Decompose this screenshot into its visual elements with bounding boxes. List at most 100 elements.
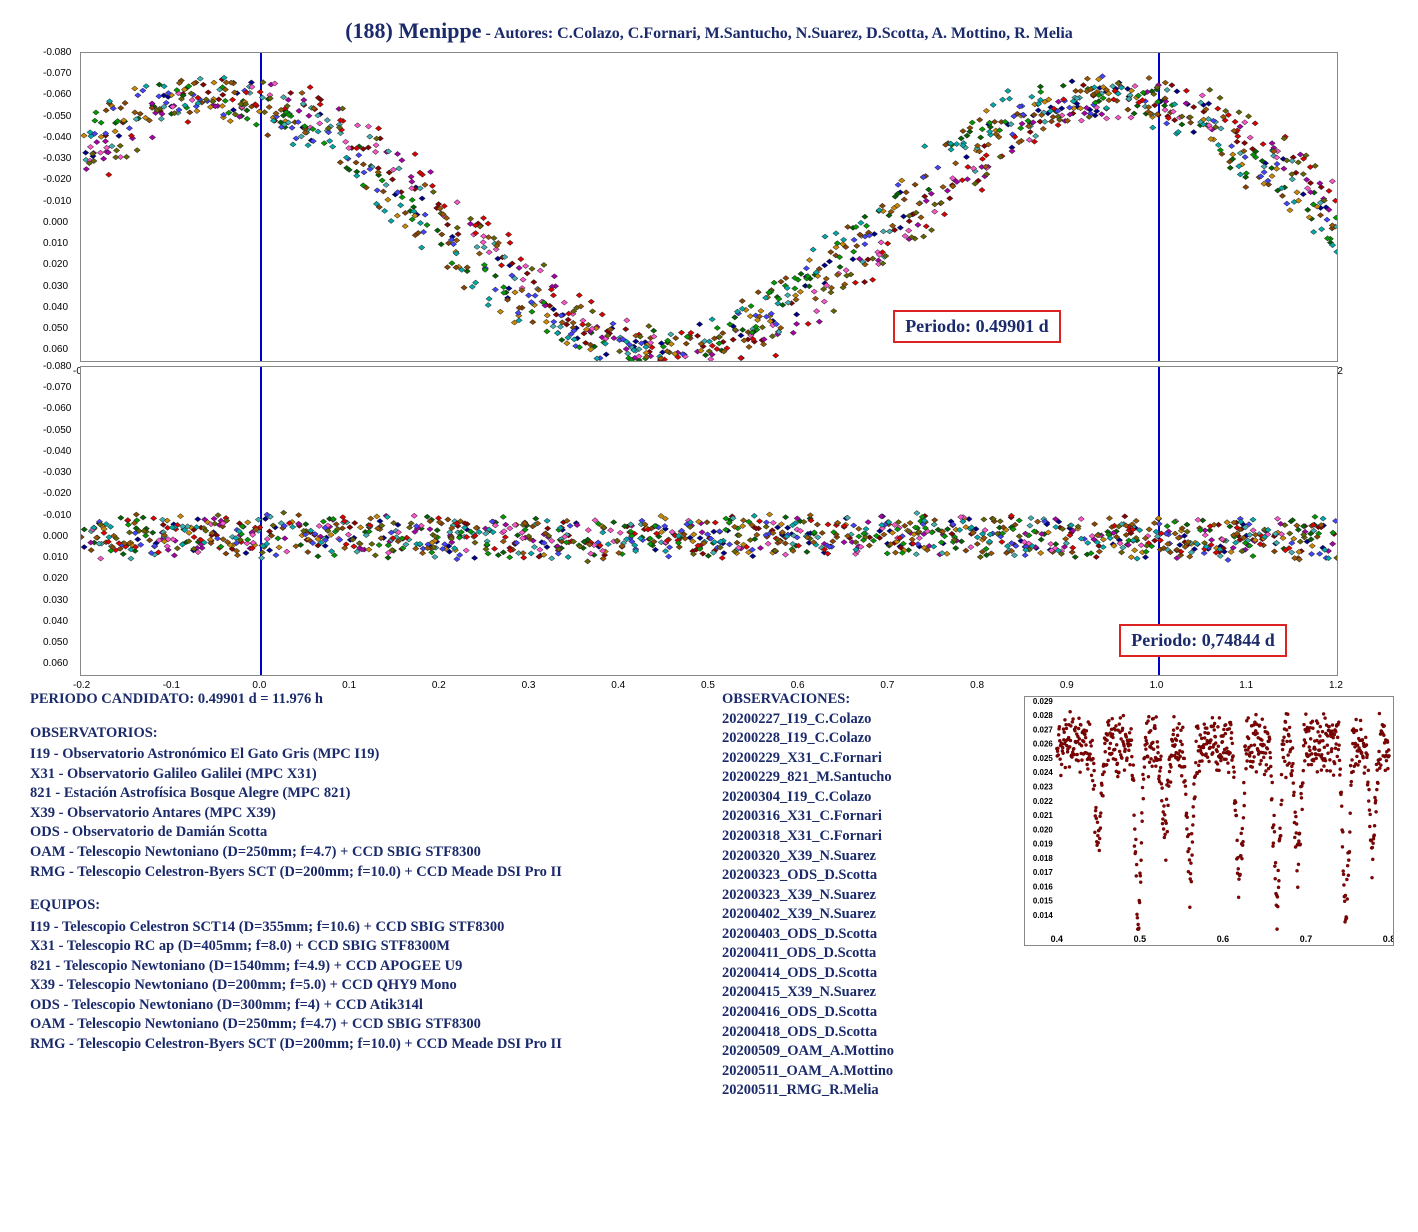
svg-text:0.019: 0.019 xyxy=(1033,840,1053,849)
list-item: X31 - Telescopio RC ap (D=405mm; f=8.0) … xyxy=(30,937,710,957)
list-item: I19 - Telescopio Celestron SCT14 (D=355m… xyxy=(30,918,710,938)
list-item: ODS - Telescopio Newtoniano (D=300mm; f=… xyxy=(30,996,710,1016)
y-tick-label: -0.040 xyxy=(43,446,71,457)
y-tick-label: -0.050 xyxy=(43,425,71,436)
x-tick-label: 0.4 xyxy=(611,680,625,691)
list-item: 20200403_ODS_D.Scotta xyxy=(722,925,1012,945)
svg-text:0.024: 0.024 xyxy=(1033,768,1053,777)
x-tick-label: 0.0 xyxy=(252,680,266,691)
y-tick-label: 0.060 xyxy=(43,344,68,355)
x-tick-label: 0.1 xyxy=(342,680,356,691)
x-tick-label: 1.2 xyxy=(1329,680,1343,691)
list-item: 20200316_X31_C.Fornari xyxy=(722,807,1012,827)
list-item: 20200227_I19_C.Colazo xyxy=(722,710,1012,730)
periodogram-svg: 0.0140.0150.0160.0170.0180.0190.0200.021… xyxy=(1025,697,1393,945)
svg-text:0.027: 0.027 xyxy=(1033,725,1053,734)
svg-text:0.015: 0.015 xyxy=(1033,897,1053,906)
equipos-list: I19 - Telescopio Celestron SCT14 (D=355m… xyxy=(30,918,710,1055)
svg-text:0.028: 0.028 xyxy=(1033,711,1053,720)
x-tick-label: 0.8 xyxy=(970,680,984,691)
list-item: 20200320_X39_N.Suarez xyxy=(722,847,1012,867)
y-tick-label: -0.010 xyxy=(43,196,71,207)
svg-text:0.8: 0.8 xyxy=(1383,934,1393,944)
list-item: RMG - Telescopio Celestron-Byers SCT (D=… xyxy=(30,1035,710,1055)
list-item: 20200318_X31_C.Fornari xyxy=(722,827,1012,847)
equipos-head: EQUIPOS: xyxy=(30,896,710,916)
info-left-column: PERIODO CANDIDATO: 0.49901 d = 11.976 h … xyxy=(30,690,710,1055)
x-tick-label: 0.7 xyxy=(880,680,894,691)
list-item: OAM - Telescopio Newtoniano (D=250mm; f=… xyxy=(30,843,710,863)
svg-text:0.016: 0.016 xyxy=(1033,882,1053,891)
list-item: 20200323_ODS_D.Scotta xyxy=(722,866,1012,886)
x-tick-label: -0.1 xyxy=(163,680,180,691)
observatorios-head: OBSERVATORIOS: xyxy=(30,724,710,744)
svg-text:0.6: 0.6 xyxy=(1217,934,1229,944)
y-tick-label: 0.020 xyxy=(43,573,68,584)
x-tick-label: 0.5 xyxy=(701,680,715,691)
svg-text:0.5: 0.5 xyxy=(1134,934,1146,944)
y-tick-label: 0.000 xyxy=(43,217,68,228)
title-authors: - Autores: C.Colazo, C.Fornari, M.Santuc… xyxy=(485,25,1072,42)
y-tick-label: 0.000 xyxy=(43,531,68,542)
list-item: RMG - Telescopio Celestron-Byers SCT (D=… xyxy=(30,863,710,883)
y-tick-label: -0.050 xyxy=(43,111,71,122)
list-item: 20200228_I19_C.Colazo xyxy=(722,729,1012,749)
list-item: ODS - Observatorio de Damián Scotta xyxy=(30,823,710,843)
scatter-svg xyxy=(81,53,1337,361)
list-item: OAM - Telescopio Newtoniano (D=250mm; f=… xyxy=(30,1015,710,1035)
y-tick-label: -0.040 xyxy=(43,132,71,143)
list-item: 20200414_ODS_D.Scotta xyxy=(722,964,1012,984)
title-main: (188) Menippe xyxy=(345,18,481,43)
list-item: 20200402_X39_N.Suarez xyxy=(722,905,1012,925)
info-row: PERIODO CANDIDATO: 0.49901 d = 11.976 h … xyxy=(30,690,1398,1101)
periodogram-chart: 0.0140.0150.0160.0170.0180.0190.0200.021… xyxy=(1024,696,1394,946)
y-tick-label: 0.010 xyxy=(43,552,68,563)
y-tick-label: -0.080 xyxy=(43,361,71,372)
list-item: 821 - Estación Astrofísica Bosque Alegre… xyxy=(30,784,710,804)
x-tick-label: 0.2 xyxy=(432,680,446,691)
y-tick-label: -0.080 xyxy=(43,47,71,58)
svg-text:0.026: 0.026 xyxy=(1033,740,1053,749)
svg-text:0.021: 0.021 xyxy=(1033,811,1053,820)
y-tick-label: -0.020 xyxy=(43,488,71,499)
list-item: 821 - Telescopio Newtoniano (D=1540mm; f… xyxy=(30,957,710,977)
list-item: 20200411_ODS_D.Scotta xyxy=(722,944,1012,964)
y-tick-label: -0.070 xyxy=(43,382,71,393)
periodo-candidato: PERIODO CANDIDATO: 0.49901 d = 11.976 h xyxy=(30,690,710,710)
svg-text:0.023: 0.023 xyxy=(1033,783,1053,792)
list-item: 20200511_RMG_R.Melia xyxy=(722,1081,1012,1101)
y-tick-label: 0.020 xyxy=(43,259,68,270)
svg-text:0.7: 0.7 xyxy=(1300,934,1312,944)
x-tick-label: 0.9 xyxy=(1060,680,1074,691)
y-tick-label: -0.020 xyxy=(43,174,71,185)
svg-text:0.020: 0.020 xyxy=(1033,825,1053,834)
x-tick-label: 0.3 xyxy=(522,680,536,691)
list-item: 20200415_X39_N.Suarez xyxy=(722,983,1012,1003)
observaciones-list: 20200227_I19_C.Colazo20200228_I19_C.Cola… xyxy=(722,710,1012,1101)
x-tick-label: -0.2 xyxy=(73,680,90,691)
list-item: 20200229_821_M.Santucho xyxy=(722,768,1012,788)
list-item: X31 - Observatorio Galileo Galilei (MPC … xyxy=(30,765,710,785)
y-tick-label: 0.030 xyxy=(43,281,68,292)
y-tick-label: -0.030 xyxy=(43,467,71,478)
list-item: X39 - Observatorio Antares (MPC X39) xyxy=(30,804,710,824)
x-tick-label: 1.1 xyxy=(1239,680,1253,691)
list-item: 20200304_I19_C.Colazo xyxy=(722,788,1012,808)
svg-text:0.014: 0.014 xyxy=(1033,911,1053,920)
y-tick-label: 0.050 xyxy=(43,637,68,648)
y-tick-label: 0.060 xyxy=(43,658,68,669)
lightcurve-chart-1: -0.080-0.070-0.060-0.050-0.040-0.030-0.0… xyxy=(80,366,1338,676)
y-tick-label: -0.060 xyxy=(43,89,71,100)
y-tick-label: 0.050 xyxy=(43,323,68,334)
svg-text:0.022: 0.022 xyxy=(1033,797,1053,806)
charts-container: -0.080 -0.070 -0.060 -0.050 -0.040 -0.030 -0.0… xyxy=(20,52,1398,676)
list-item: 20200511_OAM_A.Mottino xyxy=(722,1062,1012,1082)
lightcurve-chart-0: -0.080-0.070-0.060-0.050-0.040-0.030-0.0… xyxy=(80,52,1338,362)
x-tick-label: 0.6 xyxy=(791,680,805,691)
period-label-box: Periodo: 0.49901 d xyxy=(893,310,1061,343)
svg-text:0.018: 0.018 xyxy=(1033,854,1053,863)
list-item: 20200509_OAM_A.Mottino xyxy=(722,1042,1012,1062)
list-item: 20200418_ODS_D.Scotta xyxy=(722,1023,1012,1043)
y-tick-label: -0.070 xyxy=(43,68,71,79)
list-item: 20200323_X39_N.Suarez xyxy=(722,886,1012,906)
